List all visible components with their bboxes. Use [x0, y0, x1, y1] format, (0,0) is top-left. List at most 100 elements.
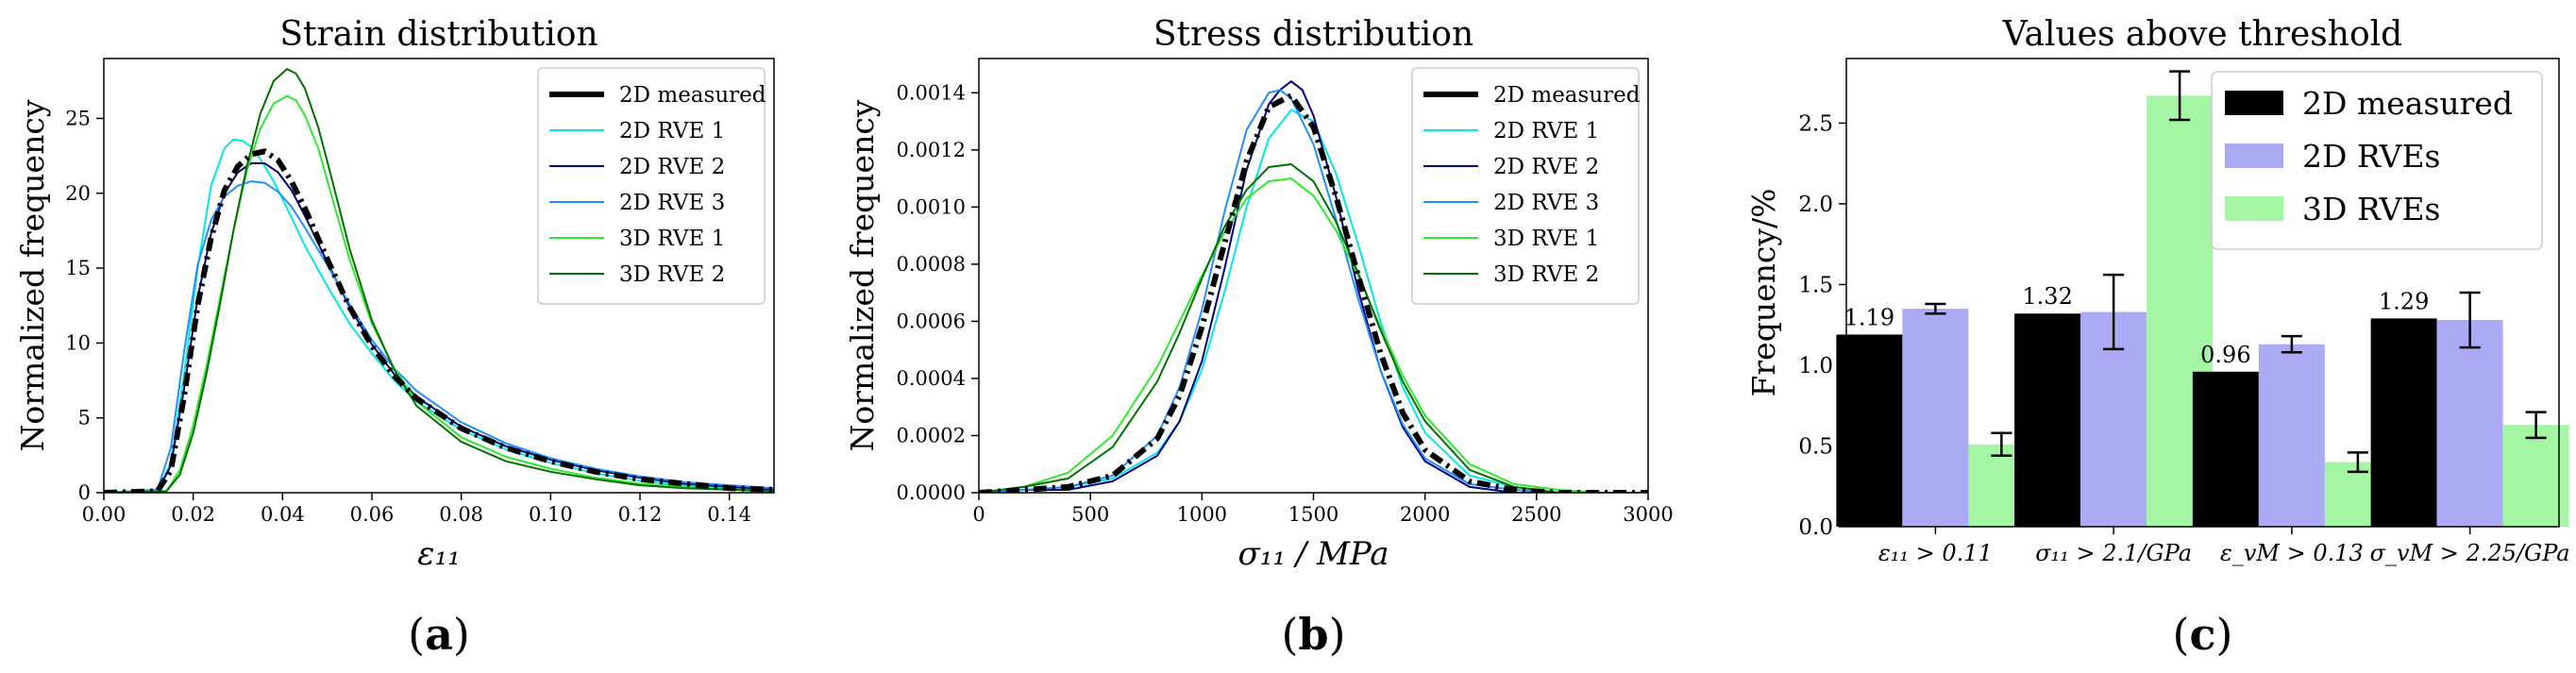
chart-a-legend: 2D measured 2D RVE 1 2D RVE 2 2D RVE 3 3D RV…	[537, 67, 766, 305]
chart-c-data-label: 1.32	[2022, 283, 2072, 310]
chart-c-ylabel: Frequency/%	[1745, 189, 1782, 397]
chart-b-panel-letter: b	[1298, 609, 1328, 660]
chart-a-xlabel: ε₁₁	[417, 535, 461, 573]
chart-a-panel-label: (a)	[408, 609, 470, 660]
chart-a-xtick-label: 0.10	[529, 503, 573, 526]
chart-c-bar	[2258, 344, 2325, 527]
chart-c-panel-letter: c	[2189, 609, 2215, 660]
chart-c: Values above threshold 1.19 ε₁₁ > 0.11 1.32…	[1745, 15, 2570, 660]
chart-b-ytick-label: 0.0006	[897, 310, 966, 332]
chart-a-series-3d-rve-2	[104, 68, 774, 493]
chart-a-legend-label: 2D measured	[619, 83, 766, 108]
chart-a-plot-frame	[103, 58, 775, 494]
chart-b-xtick-label: 1500	[1288, 503, 1339, 526]
chart-b-legend-box	[1411, 67, 1640, 305]
chart-c-data-label: 0.96	[2200, 342, 2250, 368]
chart-a-xtick-label: 0.12	[618, 503, 663, 526]
chart-b-xtick-label: 2500	[1511, 503, 1561, 526]
chart-b-series-2d-rve-2	[979, 80, 1648, 493]
chart-c-category-label: ε₁₁ > 0.11	[1878, 540, 1993, 566]
chart-b-panel-label: (b)	[1281, 609, 1345, 660]
chart-c-legend-swatch	[2225, 196, 2283, 221]
chart-c-panel-label: (c)	[2173, 609, 2233, 660]
chart-a-ytick-label: 15	[65, 257, 91, 279]
chart-a-series-2d-rve-3	[104, 180, 774, 493]
chart-a-series-3d-rve-1	[104, 94, 774, 493]
chart-a-xtick-label: 0.02	[171, 503, 215, 526]
chart-a-xtick-label: 0.08	[439, 503, 483, 526]
chart-c-title: Values above threshold	[2002, 15, 2402, 54]
chart-c-legend-box	[2211, 71, 2543, 250]
chart-c-bar	[1836, 334, 1903, 527]
chart-b-ytick-label: 0.0010	[897, 195, 966, 218]
chart-c-legend: 2D measured 2D RVEs 3D RVEs	[2211, 71, 2543, 250]
chart-c-data-label: 1.19	[1844, 304, 1894, 330]
chart-c-ytick-label: 0.5	[1798, 434, 1833, 459]
chart-b-xtick-label: 0	[972, 503, 985, 526]
chart-b-series-3d-rve-1	[979, 177, 1648, 493]
chart-c-plot-frame	[1845, 58, 2560, 528]
chart-c-legend-swatch	[2225, 91, 2283, 115]
chart-a-ylabel: Normalized frequency	[14, 99, 51, 451]
chart-a-legend-label: 3D RVE 2	[619, 262, 725, 287]
chart-b-series-2d-rve-1	[979, 109, 1648, 493]
chart-b-series-group	[979, 80, 1648, 493]
chart-a-legend-label: 3D RVE 1	[619, 227, 725, 251]
chart-b-legend: 2D measured 2D RVE 1 2D RVE 2 2D RVE 3 3D RV…	[1411, 67, 1641, 305]
chart-a-panel-letter: a	[425, 609, 453, 660]
chart-b-legend-label: 2D RVE 3	[1493, 191, 1599, 215]
chart-c-bar	[2436, 320, 2503, 527]
chart-c-panel-paren-close: )	[2216, 609, 2233, 660]
chart-b-ytick-label: 0.0014	[897, 81, 966, 104]
chart-b-ytick-label: 0.0000	[897, 481, 966, 504]
chart-a: Strain distribution 0.00 0.02 0.04 0.06 0.08 0…	[14, 15, 775, 660]
chart-a-panel-paren-open: (	[408, 609, 425, 660]
chart-b-xtick-label: 3000	[1623, 503, 1673, 526]
chart-b: Stress distribution 0 500 1000 1500 2000 2500 3…	[844, 15, 1674, 660]
chart-c-ytick-label: 1.0	[1798, 354, 1833, 379]
chart-a-xtick-label: 0.06	[350, 503, 395, 526]
chart-b-xtick-label: 1000	[1177, 503, 1227, 526]
chart-c-legend-label: 3D RVEs	[2302, 191, 2440, 227]
chart-c-bar	[2192, 371, 2259, 527]
chart-c-ytick-label: 0.0	[1798, 515, 1833, 540]
chart-c-category-label: ε_vM > 0.13	[2220, 540, 2364, 566]
chart-a-ytick-label: 5	[78, 407, 91, 429]
chart-b-legend-label: 3D RVE 1	[1493, 227, 1599, 251]
chart-a-ytick-label: 0	[78, 481, 91, 504]
chart-b-series-3d-rve-2	[979, 163, 1648, 493]
chart-b-legend-label: 2D RVE 2	[1493, 155, 1599, 179]
chart-c-ytick-label: 2.0	[1798, 193, 1833, 217]
chart-b-legend-label: 2D RVE 1	[1493, 119, 1599, 143]
chart-b-ytick-label: 0.0008	[897, 253, 966, 276]
chart-b-panel-paren-close: )	[1329, 609, 1346, 660]
chart-b-xtick-label: 2000	[1400, 503, 1450, 526]
chart-a-legend-label: 2D RVE 2	[619, 155, 725, 179]
chart-c-ytick-label: 2.5	[1798, 111, 1833, 136]
chart-a-xtick-label: 0.04	[261, 503, 305, 526]
chart-b-xtick-label: 500	[1071, 503, 1109, 526]
chart-a-xtick-label: 0.14	[707, 503, 751, 526]
chart-a-ytick-label: 20	[65, 182, 91, 205]
chart-b-ytick-label: 0.0012	[897, 139, 966, 161]
chart-a-title: Strain distribution	[279, 15, 598, 54]
chart-c-legend-label: 2D measured	[2302, 85, 2513, 122]
chart-c-category-label: σ₁₁ > 2.1/GPa	[2035, 540, 2192, 566]
chart-b-ylabel: Normalized frequency	[844, 99, 881, 451]
chart-a-xtick-label: 0.00	[82, 503, 126, 526]
chart-b-legend-label: 3D RVE 2	[1493, 262, 1599, 287]
chart-a-legend-label: 2D RVE 1	[619, 119, 725, 143]
chart-a-panel-paren-close: )	[453, 609, 470, 660]
chart-b-xlabel: σ₁₁ / MPa	[1238, 535, 1389, 573]
chart-c-bar	[2014, 313, 2081, 527]
chart-b-legend-label: 2D measured	[1493, 83, 1641, 108]
chart-a-legend-label: 2D RVE 3	[619, 191, 725, 215]
chart-c-category-label: σ_vM > 2.25/GPa	[2370, 540, 2570, 566]
chart-c-bar	[2370, 318, 2437, 527]
chart-b-panel-paren-open: (	[1281, 609, 1298, 660]
chart-b-ytick-label: 0.0004	[897, 367, 966, 390]
chart-a-ytick-label: 10	[65, 331, 91, 354]
chart-c-bar	[1902, 309, 1969, 527]
chart-b-ytick-label: 0.0002	[897, 424, 966, 446]
chart-b-series-2d-measured	[979, 93, 1648, 493]
